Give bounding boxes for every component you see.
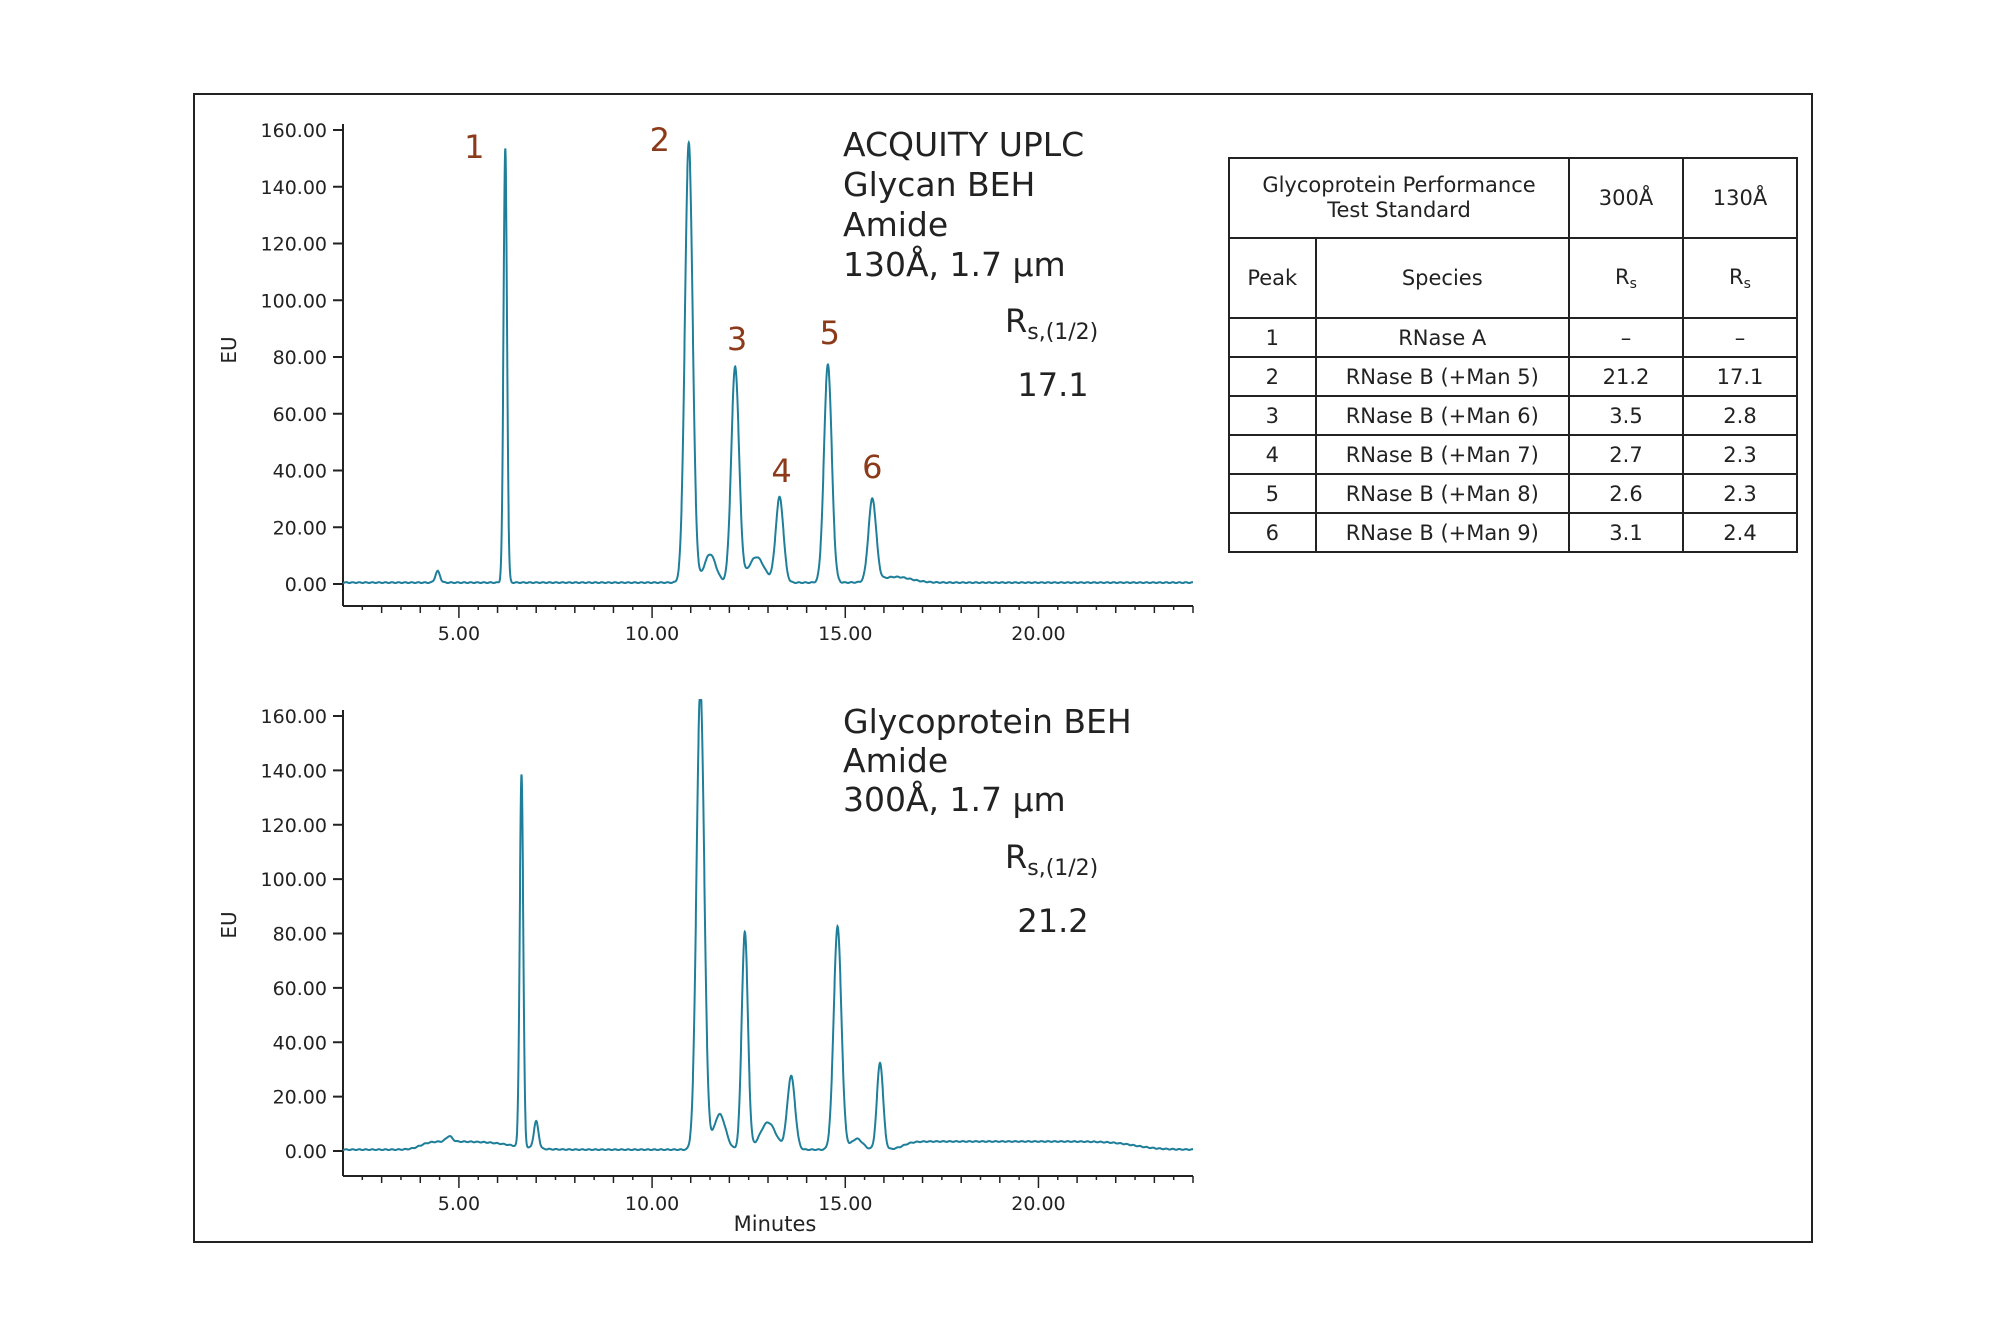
y-tick-label: 160.00 [261,706,327,728]
peak-number-label: 6 [862,448,882,486]
cell-peak: 1 [1228,317,1317,358]
cell-peak: 3 [1228,395,1317,436]
cell-rs300: 21.2 [1568,356,1684,397]
cell-rs300: 3.5 [1568,395,1684,436]
x-tick-label: 20.00 [1011,623,1065,645]
cell-rs130: 2.8 [1682,395,1798,436]
cell-rs130: 2.3 [1682,434,1798,475]
y-tick-label: 60.00 [273,978,327,1000]
cell-rs130: 17.1 [1682,356,1798,397]
column-annotation-line: Amide [843,741,948,780]
rs-label: Rs,(1/2) [1005,302,1098,345]
table-group-header-line1: Glycoprotein Performance [1262,173,1536,197]
x-tick-label: 20.00 [1011,1193,1065,1215]
cell-peak: 2 [1228,356,1317,397]
x-tick-label: 5.00 [438,1193,480,1215]
x-tick-label: 5.00 [438,623,480,645]
y-tick-label: 120.00 [261,234,327,256]
cell-species: RNase B (+Man 6) [1314,395,1570,436]
y-tick-label: 80.00 [273,347,327,369]
cell-rs130: 2.4 [1682,512,1798,553]
peak-number-label: 5 [820,314,840,352]
x-tick-label: 15.00 [818,623,872,645]
table-row: 5 RNase B (+Man 8) 2.6 2.3 [1228,473,1798,514]
y-tick-label: 60.00 [273,404,327,426]
y-tick-label: 100.00 [261,290,327,312]
top-chromatogram: 0.0020.0040.0060.0080.00100.00120.00140.… [217,120,1194,645]
y-tick-label: 100.00 [261,869,327,891]
y-tick-label: 120.00 [261,815,327,837]
peak-number-label: 4 [771,452,791,490]
cell-species: RNase B (+Man 9) [1314,512,1570,553]
column-annotation-line: Amide [843,205,948,244]
column-annotation-line: Glycan BEH [843,165,1035,204]
y-tick-label: 140.00 [261,177,327,199]
table-row: 4 RNase B (+Man 7) 2.7 2.3 [1228,434,1798,475]
y-tick-label: 80.00 [273,924,327,946]
column-annotation-line: Glycoprotein BEH [843,702,1132,741]
peak-number-label: 3 [727,320,747,358]
table-row: 3 RNase B (+Man 6) 3.5 2.8 [1228,395,1798,436]
cell-rs300: 2.7 [1568,434,1684,475]
cell-rs300: 3.1 [1568,512,1684,553]
cell-rs300: 2.6 [1568,473,1684,514]
x-tick-label: 10.00 [625,1193,679,1215]
y-tick-label: 0.00 [285,1141,327,1163]
y-tick-label: 20.00 [273,517,327,539]
y-tick-label: 40.00 [273,461,327,483]
peak-number-label: 2 [650,121,670,159]
x-tick-label: 10.00 [625,623,679,645]
col-header-species: Species [1314,237,1570,319]
rs-label: Rs,(1/2) [1005,838,1098,881]
table-group-header: Glycoprotein Performance Test Standard [1228,157,1570,239]
col-header-peak: Peak [1228,237,1317,319]
y-axis-label: EU [217,911,241,938]
performance-table: Glycoprotein Performance Test Standard 3… [1228,157,1798,553]
rs-value: 21.2 [1017,902,1088,940]
cell-rs300: – [1568,317,1684,358]
col-header-130: 130Å [1682,157,1798,239]
cell-species: RNase B (+Man 5) [1314,356,1570,397]
y-axis-label: EU [217,336,241,363]
cell-peak: 5 [1228,473,1317,514]
col-header-rs-300: Rs [1568,237,1684,319]
y-tick-label: 140.00 [261,760,327,782]
column-annotation-line: 130Å, 1.7 µm [843,244,1066,284]
chromatogram-trace [342,139,1193,584]
y-tick-label: 0.00 [285,574,327,596]
column-annotation-line: 300Å, 1.7 µm [843,779,1066,819]
table-row: 6 RNase B (+Man 9) 3.1 2.4 [1228,512,1798,553]
figure-frame [193,93,1813,1243]
col-header-rs-130: Rs [1682,237,1798,319]
column-annotation-line: ACQUITY UPLC [843,125,1084,164]
table-row: 2 RNase B (+Man 5) 21.2 17.1 [1228,356,1798,397]
y-tick-label: 40.00 [273,1032,327,1054]
cell-species: RNase B (+Man 7) [1314,434,1570,475]
cell-species: RNase A [1314,317,1570,358]
x-axis-label: Minutes [734,1212,817,1236]
cell-rs130: – [1682,317,1798,358]
col-header-300: 300Å [1568,157,1684,239]
cell-peak: 6 [1228,512,1317,553]
chromatogram-trace [342,699,1194,1151]
table-group-header-line2: Test Standard [1327,198,1471,222]
cell-rs130: 2.3 [1682,473,1798,514]
peak-number-label: 1 [464,128,484,166]
y-tick-label: 20.00 [273,1087,327,1109]
bottom-chromatogram: 0.00 20.00 40.00 60.00 80.00 100.00 120.00 140.… [217,699,1194,1236]
cell-peak: 4 [1228,434,1317,475]
rs-value: 17.1 [1017,366,1088,404]
cell-species: RNase B (+Man 8) [1314,473,1570,514]
x-tick-label: 15.00 [818,1193,872,1215]
table-row: 1 RNase A – – [1228,317,1798,358]
y-tick-label: 160.00 [261,120,327,142]
